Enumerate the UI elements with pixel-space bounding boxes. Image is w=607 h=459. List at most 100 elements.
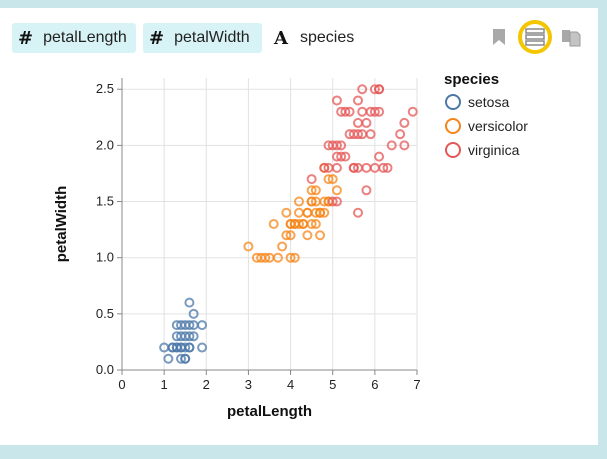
data-point-virginica [353, 95, 363, 106]
legend-label-setosa: setosa [468, 94, 509, 110]
x-tick-label: 2 [203, 377, 210, 392]
data-point-versicolor [277, 241, 288, 252]
data-point-virginica [353, 117, 363, 128]
legend-symbol-virginica [445, 142, 461, 158]
data-point-virginica [344, 129, 355, 140]
x-tick-label: 6 [371, 377, 378, 392]
data-point-versicolor [268, 219, 279, 229]
data-point-versicolor [294, 207, 304, 218]
chart-toolbar [488, 20, 582, 54]
data-point-setosa [163, 353, 174, 364]
data-point-virginica [378, 162, 389, 173]
field-pill-petal-length[interactable]: # petalLength [12, 23, 136, 53]
data-point-virginica [399, 140, 410, 151]
data-point-virginica [357, 129, 368, 140]
data-point-versicolor [306, 219, 317, 229]
scatter-chart: 0 1 2 3 4 5 6 7 0.0 0.5 1.0 1.5 2.0 2.5 petalLength pet… [53, 71, 528, 420]
copy-button[interactable] [560, 26, 582, 48]
data-point-virginica [331, 162, 342, 173]
y-tick-label: 1.0 [96, 250, 114, 265]
data-point-virginica [357, 84, 368, 95]
y-tick-label: 2.0 [96, 137, 114, 152]
data-point-virginica [357, 106, 368, 117]
bookmark-button[interactable] [488, 26, 510, 48]
data-point-virginica [348, 162, 359, 173]
bookmark-icon [493, 29, 505, 45]
data-point-virginica [369, 106, 380, 117]
data-point-versicolor [323, 174, 334, 185]
data-point-virginica [399, 117, 410, 128]
data-point-versicolor [294, 196, 304, 207]
data-point-setosa [188, 308, 199, 319]
data-point-virginica [374, 151, 385, 162]
data-point-versicolor [310, 185, 321, 196]
data-point-versicolor [310, 207, 321, 218]
data-point-versicolor [331, 185, 342, 196]
data-point-setosa [180, 320, 191, 331]
data-point-virginica [386, 140, 397, 151]
data-point-versicolor [285, 230, 296, 241]
data-point-virginica [395, 129, 406, 140]
data-point-virginica [361, 117, 372, 128]
data-point-versicolor [272, 252, 283, 263]
data-point-virginica [306, 174, 317, 185]
quantitative-type-icon: # [149, 27, 165, 49]
data-point-virginica [365, 129, 376, 140]
chart-card: # petalLength # petalWidth A species [0, 8, 598, 445]
data-point-virginica [336, 151, 347, 162]
data-point-versicolor [243, 241, 254, 252]
y-tick-label: 1.5 [96, 194, 114, 209]
data-point-versicolor [302, 230, 313, 241]
data-point-versicolor [251, 252, 262, 263]
data-point-virginica [382, 162, 393, 173]
y-axis-title: petalWidth [53, 186, 70, 263]
legend-label-virginica: virginica [468, 142, 520, 158]
data-point-virginica [327, 196, 338, 207]
x-tick-label: 4 [287, 377, 294, 392]
data-point-virginica [369, 84, 380, 95]
data-point-setosa [167, 342, 178, 353]
x-tick-label: 1 [161, 377, 168, 392]
data-point-setosa [197, 342, 208, 353]
data-point-versicolor [285, 252, 296, 263]
field-name: species [299, 29, 355, 46]
data-point-setosa [180, 331, 191, 342]
data-point-virginica [323, 140, 334, 151]
legend-symbol-versicolor [445, 118, 461, 134]
data-point-virginica [331, 95, 342, 106]
data-point-versicolor [310, 219, 321, 229]
y-tick-label: 0.5 [96, 306, 114, 321]
y-tick-label: 2.5 [96, 81, 114, 96]
x-tick-label: 3 [245, 377, 252, 392]
x-axis-title: petalLength [227, 403, 312, 420]
list-view-button[interactable] [518, 20, 552, 54]
copy-icon [562, 30, 581, 47]
data-point-virginica [407, 106, 418, 117]
y-tick-label: 0.0 [96, 362, 114, 377]
data-point-setosa [176, 353, 186, 364]
legend-label-versicolor: versicolor [468, 118, 528, 134]
legend-symbol-setosa [445, 94, 461, 110]
data-point-setosa [197, 320, 208, 331]
field-pill-species[interactable]: A species [274, 23, 369, 53]
field-pill-petal-width[interactable]: # petalWidth [143, 23, 262, 53]
data-point-virginica [319, 162, 330, 173]
data-point-virginica [344, 106, 355, 117]
list-view-icon [525, 28, 545, 46]
data-point-virginica [331, 196, 342, 207]
data-point-setosa [171, 342, 182, 353]
data-point-virginica [340, 151, 351, 162]
field-name: petalWidth [174, 29, 250, 46]
data-point-setosa [184, 297, 195, 308]
x-tick-label: 5 [329, 377, 336, 392]
data-point-virginica [353, 207, 363, 218]
data-point-versicolor [281, 207, 292, 218]
data-point-setosa [180, 353, 191, 364]
nominal-type-icon: A [274, 27, 288, 49]
data-point-virginica [336, 140, 347, 151]
field-name: petalLength [43, 29, 127, 46]
data-point-setosa [176, 320, 186, 331]
x-tick-label: 7 [413, 377, 420, 392]
data-point-versicolor [289, 252, 300, 263]
data-point-versicolor [302, 207, 313, 218]
